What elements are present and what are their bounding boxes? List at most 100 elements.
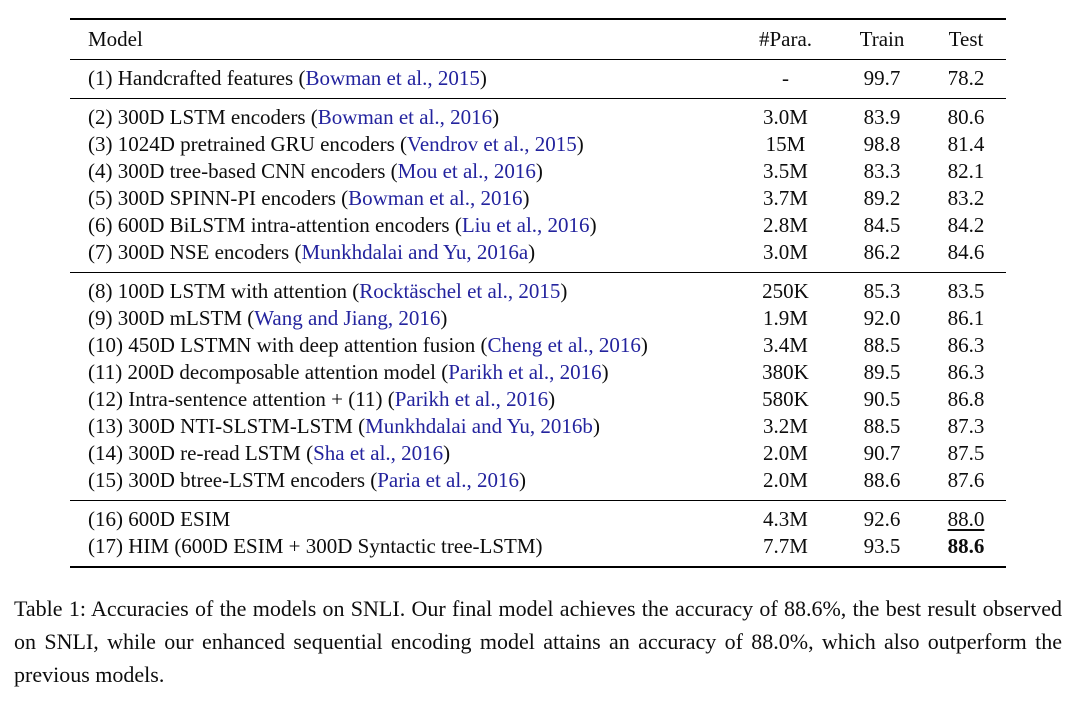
table-group-2: (2) 300D LSTM encoders (Bowman et al., 2… <box>70 98 1006 273</box>
train-cell: 88.5 <box>838 413 926 440</box>
para-cell: 15M <box>733 131 838 158</box>
model-text: ) <box>522 186 530 210</box>
citation-link[interactable]: Parikh et al., 2016 <box>394 387 549 411</box>
model-text: ) <box>528 240 536 264</box>
train-cell: 90.7 <box>838 440 926 467</box>
table-row: (17) HIM (600D ESIM + 300D Syntactic tre… <box>70 533 1006 567</box>
citation-link[interactable]: Cheng et al., 2016 <box>487 333 641 357</box>
train-cell: 92.6 <box>838 501 926 534</box>
model-cell: (10) 450D LSTMN with deep attention fusi… <box>70 332 733 359</box>
test-cell-value: 87.3 <box>947 414 985 438</box>
test-cell: 88.6 <box>926 533 1006 567</box>
model-cell: (17) HIM (600D ESIM + 300D Syntactic tre… <box>70 533 733 567</box>
test-cell-value: 87.5 <box>947 441 985 465</box>
citation-link[interactable]: Vendrov et al., 2015 <box>406 132 577 156</box>
train-cell: 89.2 <box>838 185 926 212</box>
column-header-para: #Para. <box>758 27 813 51</box>
model-text: (4) 300D tree-based CNN encoders ( <box>88 159 398 183</box>
model-text: (11) 200D decomposable attention model ( <box>88 360 449 384</box>
citation-link[interactable]: Munkhdalai and Yu, 2016a <box>301 240 529 264</box>
test-cell-value: 86.1 <box>947 306 985 330</box>
train-cell-value: 83.3 <box>863 159 901 183</box>
test-cell: 86.8 <box>926 386 1006 413</box>
citation-link[interactable]: Sha et al., 2016 <box>313 441 444 465</box>
test-cell: 83.5 <box>926 273 1006 306</box>
test-cell-value: 86.3 <box>947 360 985 384</box>
train-cell-value: 89.5 <box>863 360 901 384</box>
train-cell-value: 90.5 <box>863 387 901 411</box>
test-cell-value: 83.5 <box>947 279 985 303</box>
table-caption: Table 1: Accuracies of the models on SNL… <box>14 596 1062 687</box>
test-cell-value: 84.2 <box>947 213 985 237</box>
train-cell: 83.9 <box>838 99 926 132</box>
citation-link[interactable]: Mou et al., 2016 <box>397 159 536 183</box>
para-cell-value: 7.7M <box>763 534 808 558</box>
para-cell: 3.2M <box>733 413 838 440</box>
table-row: (4) 300D tree-based CNN encoders (Mou et… <box>70 158 1006 185</box>
table-row: (2) 300D LSTM encoders (Bowman et al., 2… <box>70 99 1006 132</box>
para-cell-value: 1.9M <box>763 306 808 330</box>
model-text: (16) 600D ESIM <box>88 507 231 531</box>
test-cell-value: 86.3 <box>947 333 985 357</box>
citation-link[interactable]: Bowman et al., 2015 <box>305 66 480 90</box>
citation-link[interactable]: Munkhdalai and Yu, 2016b <box>365 414 593 438</box>
para-cell-value: 580K <box>762 387 809 411</box>
citation-link[interactable]: Wang and Jiang, 2016 <box>254 306 441 330</box>
model-cell: (13) 300D NTI-SLSTM-LSTM (Munkhdalai and… <box>70 413 733 440</box>
citation-link[interactable]: Rocktäschel et al., 2015 <box>359 279 561 303</box>
citation-link[interactable]: Liu et al., 2016 <box>461 213 590 237</box>
model-cell: (14) 300D re-read LSTM (Sha et al., 2016… <box>70 440 733 467</box>
model-cell: (2) 300D LSTM encoders (Bowman et al., 2… <box>70 99 733 132</box>
test-cell: 86.3 <box>926 359 1006 386</box>
column-header-test: Test <box>948 27 984 51</box>
test-cell: 87.6 <box>926 467 1006 501</box>
para-cell-value: 3.0M <box>763 240 808 264</box>
train-cell-value: 99.7 <box>863 66 901 90</box>
train-cell-value: 83.9 <box>863 105 901 129</box>
train-cell: 90.5 <box>838 386 926 413</box>
test-cell: 83.2 <box>926 185 1006 212</box>
citation-link[interactable]: Bowman et al., 2016 <box>317 105 493 129</box>
train-cell-value: 93.5 <box>863 534 901 558</box>
train-cell-value: 86.2 <box>863 240 901 264</box>
para-cell: 580K <box>733 386 838 413</box>
column-header-train: Train <box>859 27 905 51</box>
para-cell-value: 380K <box>762 360 809 384</box>
model-text: (15) 300D btree-LSTM encoders ( <box>88 468 378 492</box>
table-row: (6) 600D BiLSTM intra-attention encoders… <box>70 212 1006 239</box>
table-row: (1) Handcrafted features (Bowman et al.,… <box>70 60 1006 99</box>
para-cell: 4.3M <box>733 501 838 534</box>
train-cell-value: 85.3 <box>863 279 901 303</box>
para-cell-value: 2.8M <box>763 213 808 237</box>
model-text: ) <box>479 66 487 90</box>
citation-link[interactable]: Parikh et al., 2016 <box>448 360 602 384</box>
train-cell: 88.5 <box>838 332 926 359</box>
citation-link[interactable]: Bowman et al., 2016 <box>348 186 523 210</box>
para-cell-value: 4.3M <box>763 507 808 531</box>
para-cell: 3.4M <box>733 332 838 359</box>
table-group-1: (1) Handcrafted features (Bowman et al.,… <box>70 59 1006 99</box>
citation-link[interactable]: Paria et al., 2016 <box>377 468 519 492</box>
test-cell: 81.4 <box>926 131 1006 158</box>
para-cell: 3.5M <box>733 158 838 185</box>
test-cell-value: 80.6 <box>947 105 985 129</box>
model-cell: (8) 100D LSTM with attention (Rocktäsche… <box>70 273 733 306</box>
model-text: (2) 300D LSTM encoders ( <box>88 105 318 129</box>
train-cell-value: 88.6 <box>863 468 901 492</box>
para-cell: 250K <box>733 273 838 306</box>
para-cell-value: 3.0M <box>763 105 808 129</box>
model-text: (6) 600D BiLSTM intra-attention encoders… <box>88 213 462 237</box>
paper-page: Model #Para. Train Test (1) Handcrafted … <box>14 18 1062 687</box>
model-cell: (11) 200D decomposable attention model (… <box>70 359 733 386</box>
table-row: (11) 200D decomposable attention model (… <box>70 359 1006 386</box>
train-cell: 85.3 <box>838 273 926 306</box>
model-text: ) <box>440 306 448 330</box>
table-row: (16) 600D ESIM 4.3M 92.6 88.0 <box>70 501 1006 534</box>
para-cell: 3.7M <box>733 185 838 212</box>
model-text: (7) 300D NSE encoders ( <box>88 240 302 264</box>
test-cell: 86.1 <box>926 305 1006 332</box>
model-cell: (5) 300D SPINN-PI encoders (Bowman et al… <box>70 185 733 212</box>
model-text: (13) 300D NTI-SLSTM-LSTM ( <box>88 414 366 438</box>
test-cell-value: 83.2 <box>947 186 985 210</box>
para-cell-value: - <box>782 66 789 90</box>
